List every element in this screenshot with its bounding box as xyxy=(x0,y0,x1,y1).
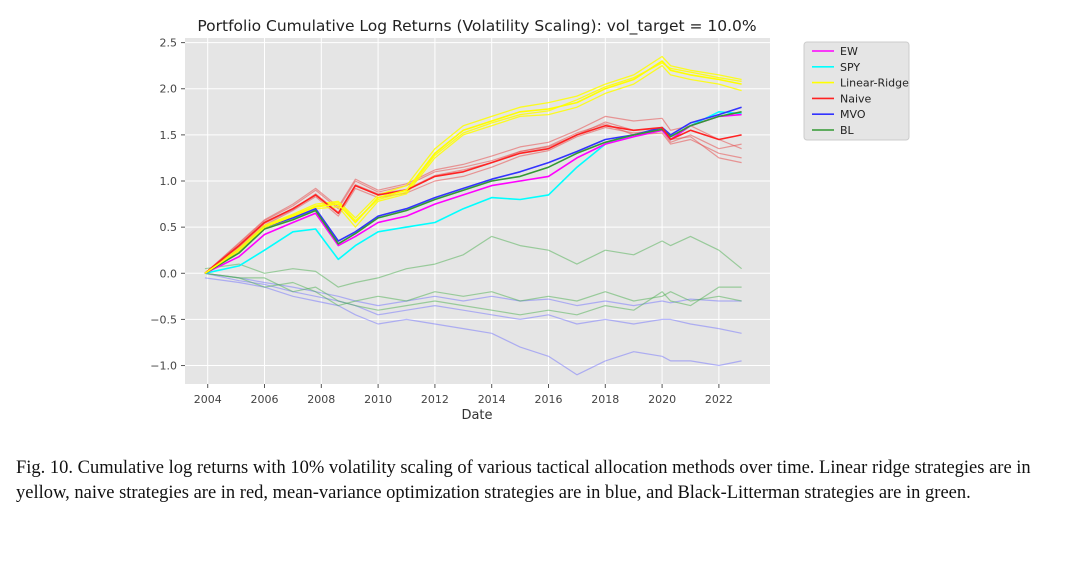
x-axis-label: Date xyxy=(461,408,492,423)
y-tick-label: −0.5 xyxy=(150,313,177,326)
x-tick-label: 2016 xyxy=(534,393,562,406)
strategy-variant-line xyxy=(204,272,742,316)
x-tick-label: 2012 xyxy=(421,393,449,406)
x-axis-ticks: 2004 2006 2008 2010 2012 2014 2016 2018 2020 2022 xyxy=(194,384,733,406)
y-tick-label: 0.0 xyxy=(160,267,178,280)
y-tick-label: 1.5 xyxy=(160,129,178,142)
legend-label: BL xyxy=(840,124,855,137)
y-tick-label: 2.0 xyxy=(160,83,178,96)
strategy-variant-line xyxy=(204,115,742,274)
series-layer xyxy=(204,55,742,376)
figure-caption: Fig. 10. Cumulative log returns with 10%… xyxy=(16,458,1031,503)
x-tick-label: 2006 xyxy=(251,393,279,406)
x-tick-label: 2020 xyxy=(648,393,676,406)
strategy-variant-line xyxy=(204,272,742,334)
strategy-variant-line xyxy=(204,277,742,376)
series-line-linear-ridge xyxy=(204,60,742,274)
y-tick-label: −1.0 xyxy=(150,360,177,373)
legend-label: Linear-Ridge xyxy=(840,77,909,90)
cumulative-returns-chart: Portfolio Cumulative Log Returns (Volati… xyxy=(150,17,910,423)
strategy-variant-line xyxy=(204,123,742,274)
strategy-variant-line xyxy=(204,126,742,274)
x-tick-label: 2004 xyxy=(194,393,222,406)
y-tick-label: 2.5 xyxy=(160,37,178,50)
plot-area xyxy=(185,38,770,384)
strategy-variant-line xyxy=(204,55,742,274)
legend-label: SPY xyxy=(840,61,860,74)
x-tick-label: 2010 xyxy=(364,393,392,406)
x-tick-label: 2008 xyxy=(307,393,335,406)
legend: EW SPY Linear-Ridge Naive MVO BL xyxy=(803,41,910,141)
strategy-variant-line xyxy=(204,235,742,288)
series-line-mvo xyxy=(204,106,742,274)
chart-title: Portfolio Cumulative Log Returns (Volati… xyxy=(197,17,756,36)
strategy-variant-line xyxy=(204,272,742,307)
y-tick-label: 0.5 xyxy=(160,221,178,234)
legend-label: EW xyxy=(840,45,858,58)
x-tick-label: 2018 xyxy=(591,393,619,406)
y-tick-label: 1.0 xyxy=(160,175,178,188)
y-axis-ticks: 2.5 2.0 1.5 1.0 0.5 0.0 −0.5 −1.0 xyxy=(150,37,185,373)
series-line-ew xyxy=(204,113,742,275)
legend-label: MVO xyxy=(840,108,866,121)
x-tick-label: 2022 xyxy=(705,393,733,406)
series-line-naive xyxy=(204,124,742,274)
legend-label: Naive xyxy=(840,92,872,105)
x-tick-label: 2014 xyxy=(478,393,506,406)
